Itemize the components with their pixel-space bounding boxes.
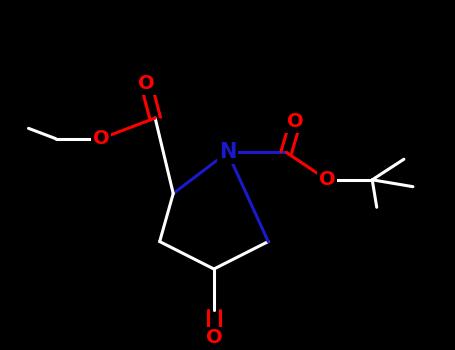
- Text: O: O: [287, 112, 303, 131]
- Text: O: O: [206, 328, 222, 347]
- Text: O: O: [138, 74, 154, 93]
- Text: O: O: [318, 170, 335, 189]
- Text: O: O: [92, 129, 109, 148]
- Text: N: N: [219, 142, 236, 162]
